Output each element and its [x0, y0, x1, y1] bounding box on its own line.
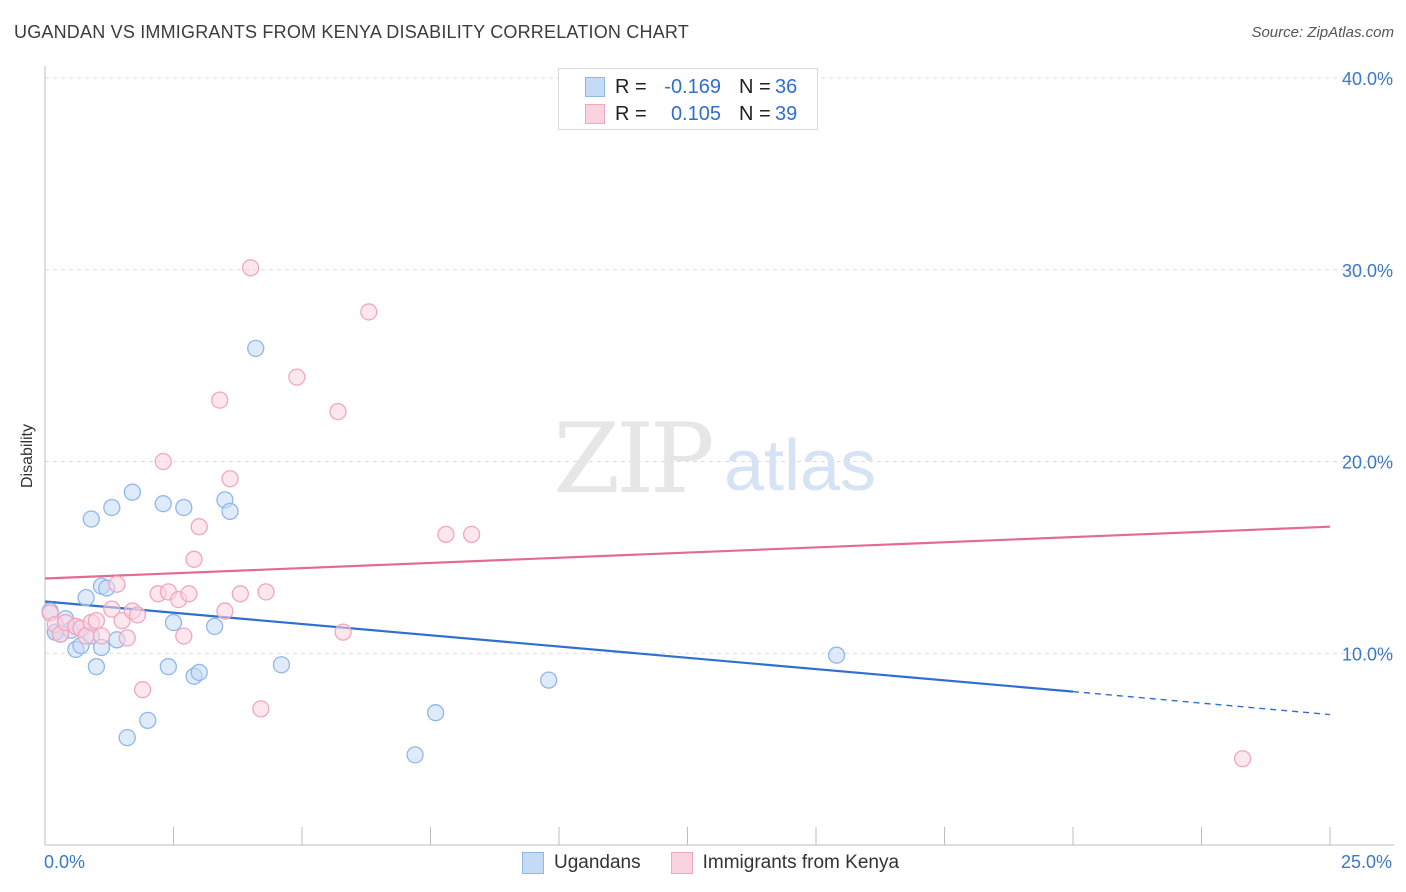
legend-swatch-ugandans — [585, 77, 605, 97]
point-ugandans-28 — [221, 502, 239, 521]
point-kenya-38 — [1233, 750, 1252, 768]
gridlines — [45, 77, 1394, 654]
point-ugandans-29 — [247, 339, 265, 358]
data-points — [41, 259, 1252, 768]
y-tick-labels: 10.0% 20.0% 30.0% 40.0% — [1342, 69, 1393, 664]
point-kenya-36 — [437, 525, 455, 544]
source-label: Source: ZipAtlas.com — [1251, 24, 1394, 41]
point-ugandans-32 — [426, 704, 445, 722]
point-ugandans-22 — [164, 613, 183, 632]
legend-label-kenya: Immigrants from Kenya — [702, 852, 900, 873]
trend-line-1 — [44, 525, 1331, 580]
point-ugandans-20 — [154, 495, 172, 513]
point-kenya-22 — [180, 585, 198, 603]
legend-swatch-kenya — [670, 852, 693, 874]
chart-title: UGANDAN VS IMMIGRANTS FROM KENYA DISABIL… — [14, 22, 689, 42]
legend-row-kenya: R = 0.105 N = 39 — [585, 102, 797, 126]
legend-row-ugandans: R = -0.169 N = 36 — [585, 75, 797, 99]
legend-swatch-kenya — [585, 104, 605, 124]
x-tick-label-max: 25.0% — [1340, 852, 1392, 872]
point-kenya-24 — [190, 518, 208, 536]
trend-line-dashed-0 — [1072, 690, 1331, 716]
legend-label-ugandans: Ugandans — [554, 852, 641, 873]
point-ugandans-19 — [139, 711, 157, 730]
y-tick-label-1: 20.0% — [1342, 453, 1393, 473]
point-kenya-11 — [108, 575, 126, 593]
point-kenya-30 — [252, 700, 270, 718]
y-tick-label-2: 30.0% — [1342, 261, 1393, 281]
point-kenya-37 — [462, 525, 481, 544]
point-kenya-9 — [92, 627, 111, 645]
x-tick-label-min: 0.0% — [44, 852, 86, 872]
point-ugandans-23 — [175, 498, 193, 517]
point-ugandans-17 — [118, 728, 136, 747]
y-tick-label-3: 40.0% — [1342, 69, 1393, 89]
point-kenya-29 — [241, 259, 260, 277]
point-kenya-27 — [221, 470, 239, 488]
n-label: N = — [739, 102, 771, 125]
point-ugandans-26 — [205, 617, 224, 636]
legend-item-ugandans: Ugandans — [522, 852, 641, 874]
point-ugandans-25 — [190, 663, 208, 682]
point-ugandans-31 — [406, 746, 424, 764]
point-kenya-33 — [329, 402, 347, 421]
legend-swatch-ugandans — [522, 852, 544, 874]
correlation-legend: R = -0.169 N = 36 R = 0.105 N = 39 — [558, 68, 818, 130]
point-kenya-26 — [216, 602, 234, 620]
n-value: 36 — [775, 75, 798, 98]
r-label: R = — [615, 102, 647, 125]
point-ugandans-15 — [103, 498, 121, 517]
point-kenya-16 — [134, 681, 152, 699]
axes — [44, 66, 1394, 846]
point-kenya-8 — [87, 612, 106, 630]
n-value: 39 — [775, 102, 798, 125]
point-kenya-28 — [231, 585, 249, 603]
point-ugandans-18 — [123, 483, 142, 501]
r-value: -0.169 — [664, 75, 721, 98]
point-ugandans-10 — [82, 510, 100, 528]
point-kenya-10 — [103, 600, 121, 618]
point-kenya-13 — [118, 629, 136, 647]
legend-item-kenya: Immigrants from Kenya — [670, 852, 900, 874]
point-kenya-23 — [185, 550, 203, 568]
point-kenya-18 — [154, 452, 172, 471]
r-value: 0.105 — [670, 102, 721, 125]
point-kenya-25 — [211, 391, 229, 409]
point-kenya-32 — [288, 368, 306, 386]
point-kenya-15 — [128, 606, 147, 624]
trend-line-0 — [44, 600, 1074, 693]
point-ugandans-34 — [827, 646, 846, 664]
watermark-atlas: atlas — [724, 426, 876, 506]
y-tick-label-0: 10.0% — [1342, 644, 1393, 664]
point-ugandans-33 — [540, 671, 558, 689]
point-kenya-31 — [257, 583, 275, 601]
point-ugandans-21 — [159, 658, 178, 676]
point-kenya-21 — [175, 627, 193, 645]
point-kenya-35 — [360, 303, 378, 321]
point-ugandans-11 — [87, 658, 106, 676]
watermark-zip: ZIP — [553, 403, 712, 515]
point-kenya-34 — [334, 623, 352, 641]
n-label: N = — [739, 75, 771, 98]
series-legend: Ugandans Immigrants from Kenya — [522, 852, 929, 874]
point-ugandans-8 — [77, 588, 95, 607]
point-ugandans-30 — [272, 656, 291, 674]
trend-lines — [44, 525, 1331, 716]
r-label: R = — [615, 75, 647, 98]
